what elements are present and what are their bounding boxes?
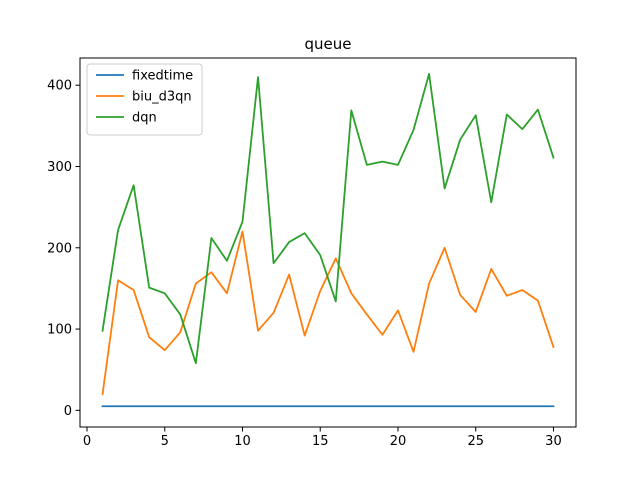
x-tick-label: 0 (83, 434, 91, 449)
x-tick-label: 30 (545, 434, 562, 449)
y-tick-label: 400 (47, 79, 72, 94)
series-layer (101, 72, 555, 408)
y-tick-label: 200 (47, 241, 72, 256)
series-line-biu_d3qn (101, 230, 555, 396)
plot-frame (79, 57, 577, 428)
legend-label-dqn: dqn (132, 111, 157, 126)
y-tick-label: 100 (47, 323, 72, 338)
x-tick-label: 20 (390, 434, 407, 449)
x-tick-label: 25 (467, 434, 484, 449)
x-tick-label: 15 (312, 434, 329, 449)
x-tick-label: 5 (161, 434, 169, 449)
legend-label-biu_d3qn: biu_d3qn (132, 90, 192, 105)
legend-label-fixedtime: fixedtime (132, 69, 193, 84)
series-line-dqn (101, 72, 555, 365)
chart-title: queue (305, 35, 352, 53)
y-tick-label: 300 (47, 160, 72, 175)
y-tick-label: 0 (64, 404, 72, 419)
x-tick-label: 10 (234, 434, 251, 449)
